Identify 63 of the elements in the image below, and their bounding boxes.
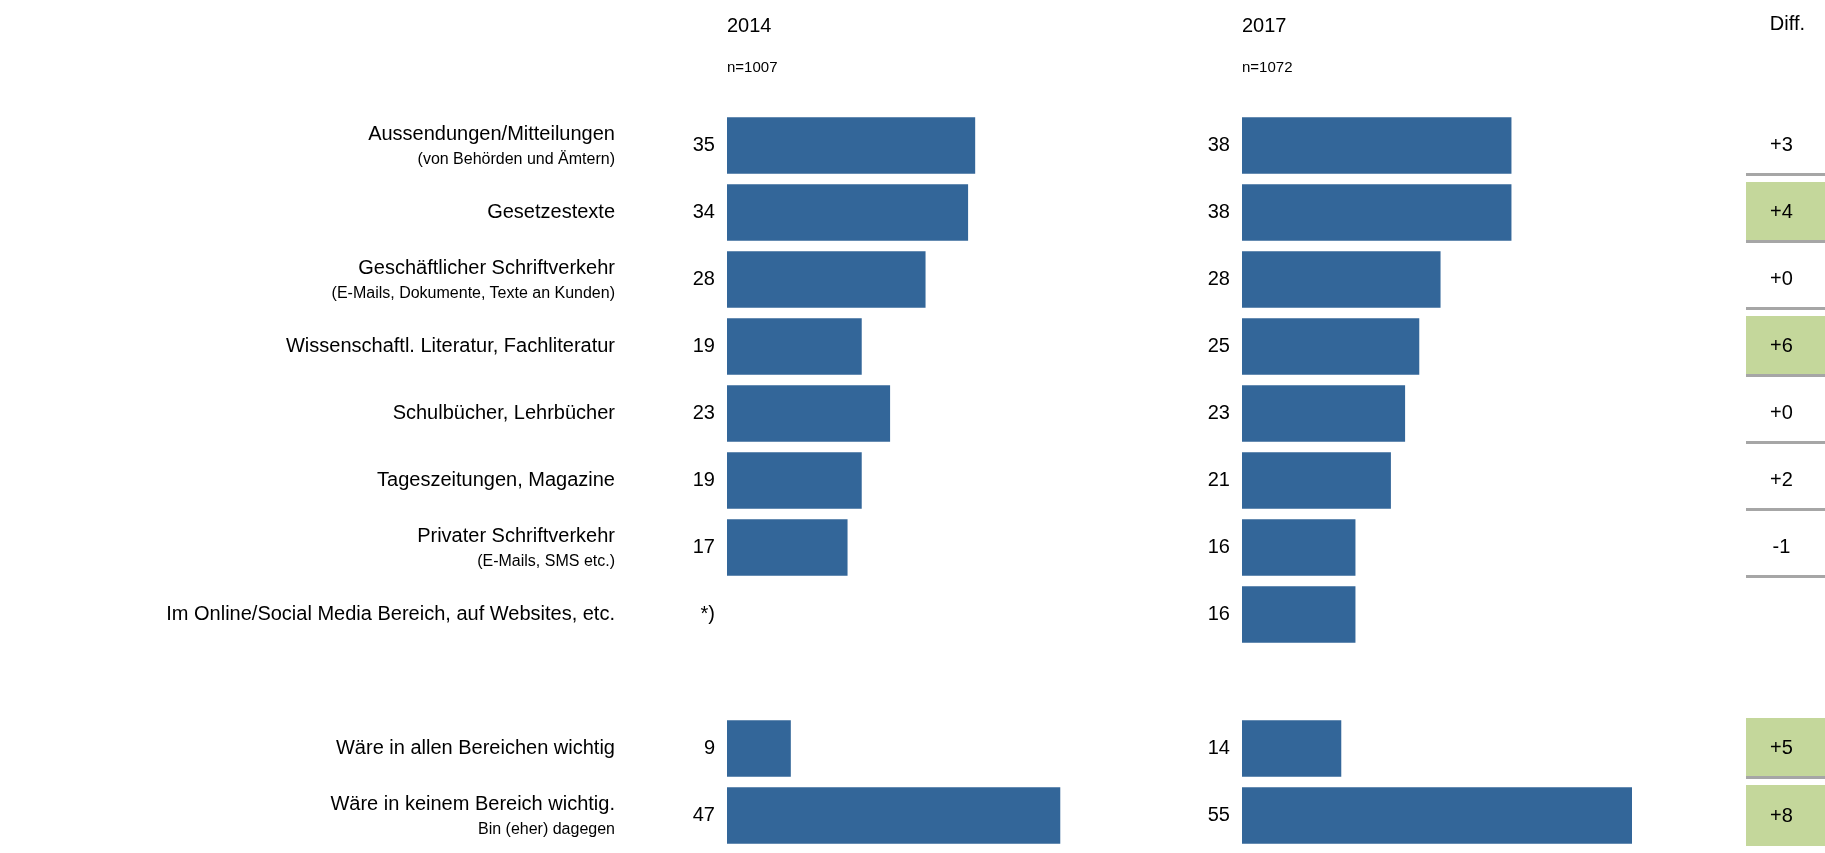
bar <box>1242 184 1512 241</box>
bar <box>1242 251 1441 308</box>
data-label: 35 <box>692 133 715 156</box>
text: Diff. <box>1769 12 1805 35</box>
data-label: 47 <box>692 803 715 826</box>
bar <box>1242 318 1420 375</box>
data-label: 19 <box>692 468 715 491</box>
bar <box>1242 720 1342 777</box>
data-label: 38 <box>1207 133 1230 156</box>
bar <box>727 519 848 576</box>
y-tick-label: Wäre in allen Bereichen wichtig <box>335 736 615 759</box>
data-label: 23 <box>692 401 715 424</box>
bar <box>1242 385 1406 442</box>
data-label: +8 <box>1746 785 1825 846</box>
y-tick-label: Schulbücher, Lehrbücher <box>392 401 616 424</box>
data-label: 34 <box>692 200 715 223</box>
bar <box>727 251 926 308</box>
data-label: +2 <box>1746 450 1825 511</box>
data-label: -1 <box>1746 517 1825 578</box>
y-tick-label: Gesetzestexte <box>487 200 615 223</box>
y-tick-label: Privater Schriftverkehr (E-Mails, SMS etc.) <box>417 524 616 569</box>
data-label: 25 <box>1207 334 1230 357</box>
data-label: +3 <box>1746 115 1825 176</box>
bar <box>727 385 891 442</box>
chart-title: 2017 <box>1242 14 1287 36</box>
data-label: 21 <box>1207 468 1230 491</box>
data-label: 19 <box>692 334 715 357</box>
data-label: +0 <box>1746 383 1825 444</box>
data-label: +0 <box>1746 249 1825 310</box>
y-tick-label: Geschäftlicher Schriftverkehr (E-Mails, Dokumente, Texte an Kunden) <box>331 256 616 301</box>
data-label: 16 <box>1207 602 1230 625</box>
data-label: 9 <box>703 736 715 759</box>
data-label: 28 <box>692 267 715 290</box>
data-label: +4 <box>1746 182 1825 243</box>
y-tick-label: Aussendungen/Mitteilungen (von Behörden und Ämtern) <box>368 122 615 167</box>
data-label: 14 <box>1207 736 1230 759</box>
y-tick-label: Im Online/Social Media Bereich, auf Websites, etc. <box>166 602 615 625</box>
bar <box>727 452 862 509</box>
chart-subtitle: n=1072 <box>1242 58 1293 75</box>
data-label: 55 <box>1207 803 1230 826</box>
bar <box>1242 452 1391 509</box>
data-label: 23 <box>1207 401 1230 424</box>
data-label: 28 <box>1207 267 1230 290</box>
data-label: 17 <box>692 535 715 558</box>
y-tick-label: Wäre in keinem Bereich wichtig. Bin (eher) dagegen <box>330 792 615 837</box>
bar <box>1242 787 1632 844</box>
bar <box>727 184 969 241</box>
bar <box>1242 117 1512 174</box>
bar <box>727 720 791 777</box>
data-label: 38 <box>1207 200 1230 223</box>
bar <box>1242 519 1356 576</box>
chart-title: 2014 <box>727 14 772 36</box>
text: *) <box>700 602 715 625</box>
y-tick-label: Wissenschaftl. Literatur, Fachliteratur <box>285 334 616 357</box>
data-label: +5 <box>1746 718 1825 779</box>
y-tick-label: Tageszeitungen, Magazine <box>377 468 615 491</box>
bar <box>727 117 976 174</box>
bar <box>1242 586 1356 643</box>
data-label: +6 <box>1746 316 1825 377</box>
bar <box>727 787 1061 844</box>
bar <box>727 318 862 375</box>
chart-subtitle: n=1007 <box>727 58 778 75</box>
data-label: 16 <box>1207 535 1230 558</box>
